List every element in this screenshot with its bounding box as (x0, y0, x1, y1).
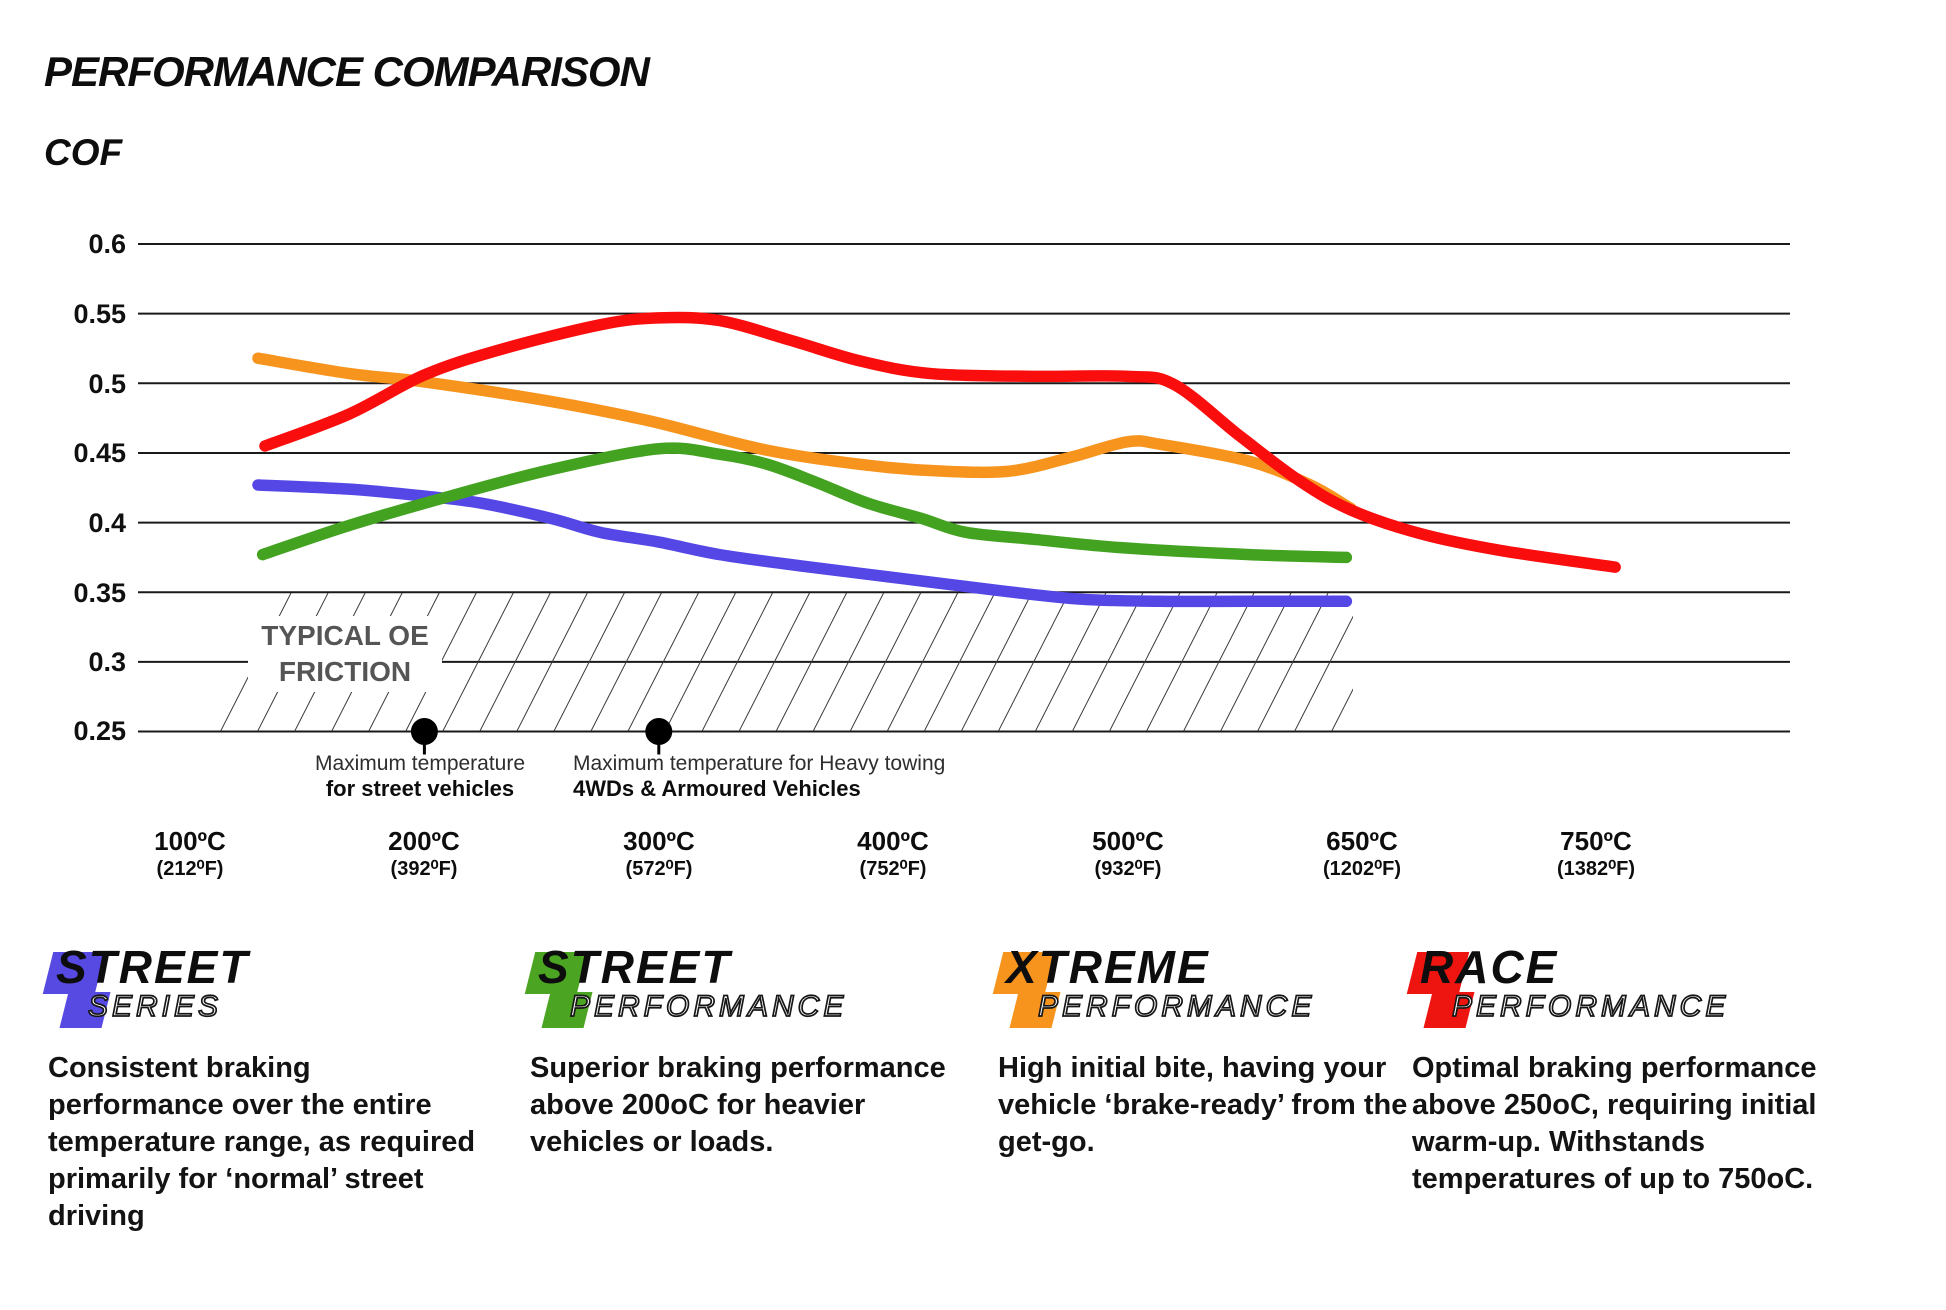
x-tick-label: 500ºC (932⁰F) (1038, 826, 1218, 882)
x-tick-celsius: 300ºC (623, 826, 695, 856)
street-performance-logo: STREET PERFORMANCE (524, 941, 980, 1042)
product-description: Optimal braking performance above 250oC,… (1412, 1052, 1817, 1195)
logo-word2: PERFORMANCE (569, 989, 848, 1024)
street-series-logo: STREET SERIES (42, 941, 498, 1042)
y-tick-label: 0.3 (88, 647, 126, 677)
y-tick-label: 0.35 (73, 578, 126, 608)
logo-word2: SERIES (87, 989, 223, 1024)
x-tick-fahrenheit: (212⁰F) (156, 858, 224, 880)
logo-word1: STREET (56, 941, 250, 993)
max-temperature-dot (645, 718, 673, 745)
xtreme-performance-logo: XTREME PERFORMANCE (992, 941, 1448, 1042)
product-description: Superior braking performance above 200oC… (530, 1052, 946, 1158)
series-line-xtreme-performance (252, 352, 1357, 515)
x-tick-label: 650ºC (1202⁰F) (1272, 826, 1452, 882)
race-performance-logo: RACE PERFORMANCE (1406, 941, 1862, 1042)
product-description: Consistent braking performance over the … (48, 1052, 476, 1232)
page-title: PERFORMANCE COMPARISON (44, 48, 650, 95)
max-temperature-dot (410, 718, 438, 745)
typical-oe-friction-zone (215, 593, 1353, 731)
x-tick-fahrenheit: (1202⁰F) (1322, 858, 1402, 880)
annotation-line2: 4WDs & Armoured Vehicles (573, 776, 861, 801)
logo-word1: RACE (1420, 941, 1559, 993)
x-tick-fahrenheit: (752⁰F) (859, 858, 927, 880)
series-lines (252, 311, 1621, 608)
x-tick-fahrenheit: (932⁰F) (1094, 858, 1162, 880)
logo-word2: PERFORMANCE (1451, 989, 1730, 1024)
x-tick-label: 200ºC (392⁰F) (334, 826, 514, 882)
x-tick-fahrenheit: (392⁰F) (390, 858, 458, 880)
y-tick-label: 0.55 (73, 299, 126, 329)
x-tick-label: 750ºC (1382⁰F) (1506, 826, 1686, 882)
annotation-towing-max-temp: Maximum temperature for Heavy towing 4WD… (573, 752, 1053, 802)
series-line-street-performance (256, 442, 1353, 564)
logo-word1: XTREME (1006, 941, 1210, 993)
series-line-race-performance (259, 311, 1621, 573)
annotation-line2: for street vehicles (325, 776, 515, 801)
product-card-xtreme-performance: XTREME PERFORMANCE High initial bite, ha… (992, 941, 1448, 1161)
oe-label-line1: TYPICAL OE (261, 620, 429, 651)
x-tick-celsius: 100ºC (154, 826, 226, 856)
annotation-line1: Maximum temperature (314, 752, 526, 775)
oe-label-line2: FRICTION (278, 656, 412, 687)
x-tick-fahrenheit: (572⁰F) (625, 858, 693, 880)
logo-word2: PERFORMANCE (1037, 989, 1316, 1024)
y-tick-label: 0.4 (88, 508, 126, 538)
y-tick-label: 0.5 (88, 369, 126, 399)
max-temperature-markers (410, 718, 673, 755)
product-card-street-performance: STREET PERFORMANCE Superior braking perf… (524, 941, 980, 1161)
x-tick-celsius: 750ºC (1560, 826, 1632, 856)
annotation-street-max-temp: Maximum temperature for street vehicles (230, 752, 610, 802)
x-tick-celsius: 200ºC (388, 826, 460, 856)
product-card-race-performance: RACE PERFORMANCE Optimal braking perform… (1406, 941, 1862, 1198)
annotation-line1: Maximum temperature for Heavy towing (573, 752, 946, 775)
product-card-street-series: STREET SERIES Consistent braking perform… (42, 941, 498, 1235)
x-tick-celsius: 400ºC (857, 826, 929, 856)
y-tick-label: 0.25 (73, 716, 126, 746)
y-axis-title: COF (44, 132, 123, 173)
typical-oe-friction-label: TYPICAL OE FRICTION (248, 616, 442, 692)
y-tick-label: 0.45 (73, 438, 126, 468)
x-tick-label: 400ºC (752⁰F) (803, 826, 983, 882)
x-tick-label: 300ºC (572⁰F) (569, 826, 749, 882)
x-tick-celsius: 650ºC (1326, 826, 1398, 856)
x-tick-celsius: 500ºC (1092, 826, 1164, 856)
product-description: High initial bite, having your vehicle ‘… (998, 1052, 1408, 1158)
logo-word1: STREET (538, 941, 732, 993)
x-tick-label: 100ºC (212⁰F) (100, 826, 280, 882)
x-tick-fahrenheit: (1382⁰F) (1556, 858, 1636, 880)
y-tick-label: 0.6 (88, 229, 126, 259)
